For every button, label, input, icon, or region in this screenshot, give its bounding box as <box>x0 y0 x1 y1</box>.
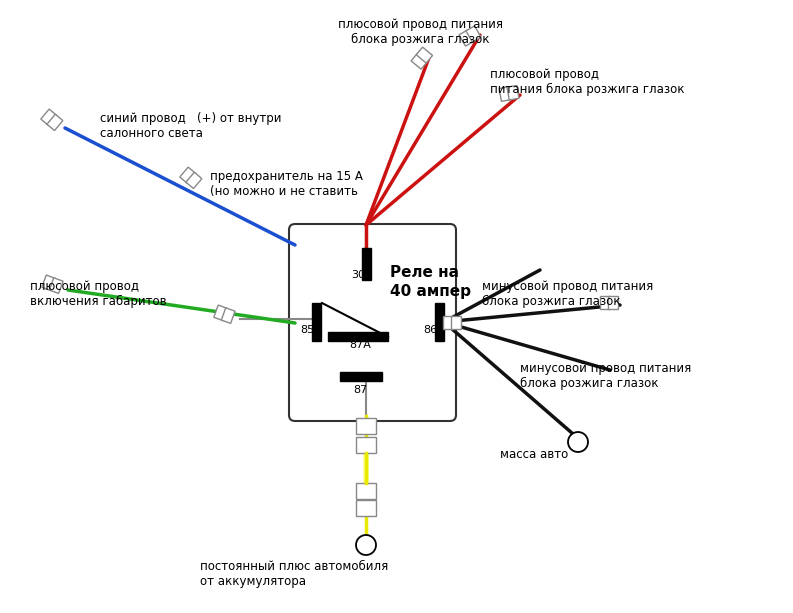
Text: минусовой провод питания
блока розжига глазок: минусовой провод питания блока розжига г… <box>520 362 691 390</box>
Text: плюсовой провод
питания блока розжига глазок: плюсовой провод питания блока розжига гл… <box>490 68 684 96</box>
Bar <box>49 278 63 294</box>
Bar <box>356 418 376 434</box>
Circle shape <box>356 535 376 555</box>
Bar <box>42 275 56 291</box>
Bar <box>499 87 511 101</box>
Text: плюсовой провод питания
блока розжига глазок: плюсовой провод питания блока розжига гл… <box>338 18 503 46</box>
Text: 86: 86 <box>423 325 437 335</box>
Bar <box>180 167 196 183</box>
Text: 87A: 87A <box>349 340 371 350</box>
Text: минусовой провод питания
блока розжига глазок: минусовой провод питания блока розжига г… <box>482 280 653 308</box>
Bar <box>600 295 610 308</box>
Text: плюсовой провод
включения габаритов: плюсовой провод включения габаритов <box>30 280 167 308</box>
Bar <box>186 172 202 189</box>
Bar <box>459 30 474 46</box>
Bar <box>416 47 432 63</box>
Text: Реле на
40 ампер: Реле на 40 ампер <box>390 265 471 299</box>
Text: масса авто: масса авто <box>500 448 569 461</box>
FancyBboxPatch shape <box>289 224 456 421</box>
Bar <box>451 316 461 329</box>
Bar <box>340 372 382 381</box>
Bar <box>411 53 427 69</box>
Bar <box>507 85 519 100</box>
Bar <box>356 437 376 453</box>
Bar <box>328 332 388 341</box>
Bar <box>466 26 481 42</box>
Bar <box>40 109 57 126</box>
Bar <box>356 483 376 499</box>
Bar <box>221 308 235 324</box>
Text: 30: 30 <box>351 270 365 280</box>
Bar <box>362 248 371 280</box>
Bar <box>356 500 376 516</box>
Bar <box>435 303 444 341</box>
Text: постоянный плюс автомобиля
от аккумулятора: постоянный плюс автомобиля от аккумулято… <box>200 560 389 588</box>
Bar <box>312 303 321 341</box>
Text: 85: 85 <box>300 325 314 335</box>
Bar <box>47 114 63 131</box>
Bar <box>443 316 453 329</box>
Circle shape <box>574 438 581 446</box>
Bar <box>608 295 618 308</box>
Bar <box>214 305 228 321</box>
Text: предохранитель на 15 А
(но можно и не ставить: предохранитель на 15 А (но можно и не ст… <box>210 170 363 198</box>
Text: 87: 87 <box>353 385 367 395</box>
Text: синий провод   (+) от внутри
салонного света: синий провод (+) от внутри салонного све… <box>100 112 282 140</box>
Circle shape <box>568 432 588 452</box>
